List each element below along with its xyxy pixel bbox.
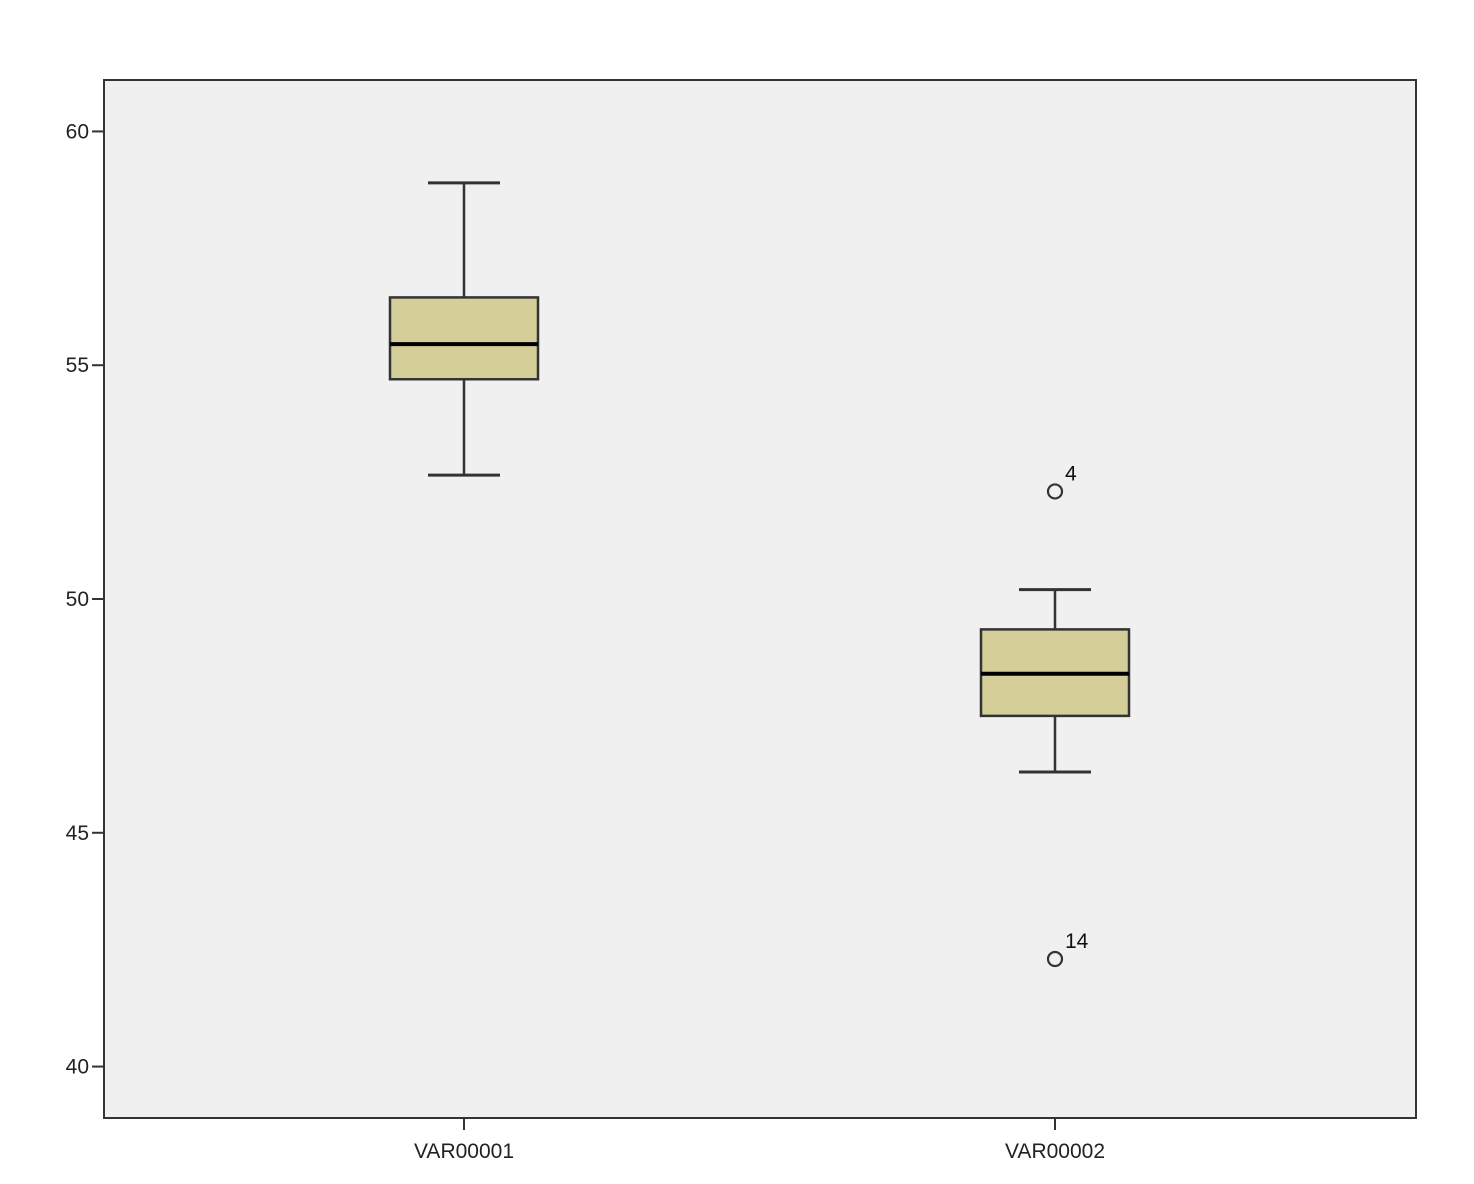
box-group: [388, 181, 540, 477]
x-tick-label: VAR00001: [414, 1140, 514, 1163]
x-axis: VAR00001 VAR00002: [414, 1118, 1105, 1163]
y-tick-label: 40: [66, 1056, 89, 1079]
x-tick-label: VAR00002: [1005, 1140, 1105, 1163]
plot-area: [103, 79, 1417, 1119]
y-tick-label: 50: [66, 588, 89, 611]
y-tick-label: 60: [66, 120, 89, 143]
outlier-point: [1046, 950, 1064, 968]
outlier-label: 14: [1065, 930, 1089, 953]
y-tick-label: 45: [66, 822, 89, 845]
outlier-point: [1046, 483, 1064, 500]
y-tick-label: 55: [66, 354, 89, 377]
box-group: 4 14: [979, 462, 1131, 968]
y-axis: 40 45 50 55 60: [66, 120, 104, 1079]
box-iqr: [388, 296, 540, 381]
outlier-label: 4: [1065, 462, 1077, 485]
box-series: 4 14: [388, 181, 1131, 968]
